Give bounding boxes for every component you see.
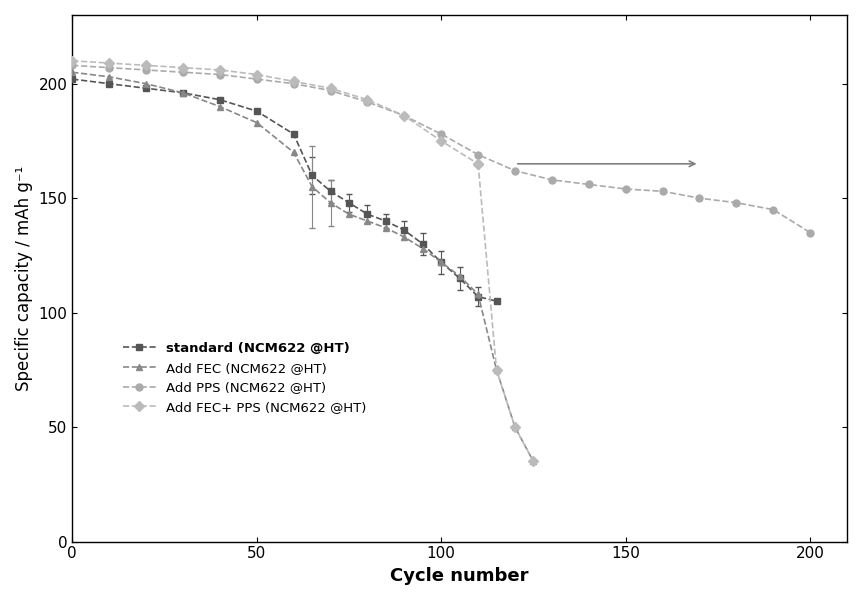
Add FEC (NCM622 @HT) xyxy=(417,245,427,252)
standard (NCM622 @HT) xyxy=(251,107,262,115)
Add PPS (NCM622 @HT) xyxy=(620,185,630,193)
Add FEC (NCM622 @HT) xyxy=(177,89,188,97)
Add FEC (NCM622 @HT) xyxy=(251,119,262,126)
Add PPS (NCM622 @HT) xyxy=(251,76,262,83)
Add PPS (NCM622 @HT) xyxy=(67,62,77,69)
Add FEC+ PPS (NCM622 @HT) xyxy=(67,57,77,64)
Add FEC+ PPS (NCM622 @HT) xyxy=(436,137,446,145)
Add PPS (NCM622 @HT) xyxy=(804,229,815,236)
Add PPS (NCM622 @HT) xyxy=(473,151,483,158)
Add FEC (NCM622 @HT) xyxy=(528,458,538,465)
Add PPS (NCM622 @HT) xyxy=(288,80,299,87)
Line: Add FEC (NCM622 @HT): Add FEC (NCM622 @HT) xyxy=(69,69,536,465)
Add FEC (NCM622 @HT) xyxy=(491,366,501,373)
standard (NCM622 @HT) xyxy=(325,188,335,195)
Add FEC (NCM622 @HT) xyxy=(140,80,151,87)
Add FEC (NCM622 @HT) xyxy=(307,183,317,190)
standard (NCM622 @HT) xyxy=(436,259,446,266)
Add PPS (NCM622 @HT) xyxy=(546,176,556,184)
standard (NCM622 @HT) xyxy=(104,80,115,87)
standard (NCM622 @HT) xyxy=(67,76,77,83)
Add FEC (NCM622 @HT) xyxy=(214,103,225,110)
standard (NCM622 @HT) xyxy=(454,275,464,282)
Add PPS (NCM622 @HT) xyxy=(767,206,777,213)
standard (NCM622 @HT) xyxy=(214,96,225,103)
Add FEC+ PPS (NCM622 @HT) xyxy=(325,85,335,92)
Add FEC+ PPS (NCM622 @HT) xyxy=(362,96,372,103)
standard (NCM622 @HT) xyxy=(362,211,372,218)
Add FEC+ PPS (NCM622 @HT) xyxy=(140,62,151,69)
Add FEC+ PPS (NCM622 @HT) xyxy=(214,67,225,74)
Y-axis label: Specific capacity / mAh g⁻¹: Specific capacity / mAh g⁻¹ xyxy=(15,166,33,391)
Add PPS (NCM622 @HT) xyxy=(657,188,667,195)
Add FEC (NCM622 @HT) xyxy=(344,211,354,218)
Add PPS (NCM622 @HT) xyxy=(399,112,409,119)
Add FEC (NCM622 @HT) xyxy=(325,199,335,206)
standard (NCM622 @HT) xyxy=(288,130,299,137)
Add FEC (NCM622 @HT) xyxy=(104,73,115,80)
standard (NCM622 @HT) xyxy=(491,298,501,305)
Add PPS (NCM622 @HT) xyxy=(583,181,593,188)
Add FEC+ PPS (NCM622 @HT) xyxy=(399,112,409,119)
Add FEC+ PPS (NCM622 @HT) xyxy=(473,160,483,167)
standard (NCM622 @HT) xyxy=(344,199,354,206)
Add PPS (NCM622 @HT) xyxy=(325,87,335,94)
Add FEC (NCM622 @HT) xyxy=(509,424,519,431)
Add PPS (NCM622 @HT) xyxy=(104,64,115,71)
Add FEC (NCM622 @HT) xyxy=(436,259,446,266)
Add FEC (NCM622 @HT) xyxy=(67,68,77,76)
Add FEC (NCM622 @HT) xyxy=(288,149,299,156)
Add PPS (NCM622 @HT) xyxy=(509,167,519,174)
standard (NCM622 @HT) xyxy=(417,241,427,248)
Add FEC+ PPS (NCM622 @HT) xyxy=(288,78,299,85)
standard (NCM622 @HT) xyxy=(177,89,188,97)
standard (NCM622 @HT) xyxy=(381,217,391,224)
Add FEC (NCM622 @HT) xyxy=(399,233,409,241)
Add PPS (NCM622 @HT) xyxy=(140,67,151,74)
Line: Add FEC+ PPS (NCM622 @HT): Add FEC+ PPS (NCM622 @HT) xyxy=(69,58,481,167)
Legend: standard (NCM622 @HT), Add FEC (NCM622 @HT), Add PPS (NCM622 @HT), Add FEC+ PPS : standard (NCM622 @HT), Add FEC (NCM622 @… xyxy=(117,337,372,419)
Add FEC+ PPS (NCM622 @HT) xyxy=(104,59,115,67)
Line: Add PPS (NCM622 @HT): Add PPS (NCM622 @HT) xyxy=(69,62,813,236)
Add FEC (NCM622 @HT) xyxy=(381,224,391,232)
Add PPS (NCM622 @HT) xyxy=(362,98,372,106)
Add FEC (NCM622 @HT) xyxy=(473,291,483,298)
X-axis label: Cycle number: Cycle number xyxy=(390,567,529,585)
Add FEC+ PPS (NCM622 @HT) xyxy=(177,64,188,71)
Add PPS (NCM622 @HT) xyxy=(436,130,446,137)
Add PPS (NCM622 @HT) xyxy=(177,68,188,76)
Add FEC (NCM622 @HT) xyxy=(362,217,372,224)
Add FEC (NCM622 @HT) xyxy=(454,272,464,280)
standard (NCM622 @HT) xyxy=(473,293,483,300)
standard (NCM622 @HT) xyxy=(307,172,317,179)
Add PPS (NCM622 @HT) xyxy=(693,194,703,202)
standard (NCM622 @HT) xyxy=(140,85,151,92)
Add PPS (NCM622 @HT) xyxy=(730,199,740,206)
Line: standard (NCM622 @HT): standard (NCM622 @HT) xyxy=(69,76,499,305)
Add FEC+ PPS (NCM622 @HT) xyxy=(251,71,262,78)
Add PPS (NCM622 @HT) xyxy=(214,71,225,78)
standard (NCM622 @HT) xyxy=(399,227,409,234)
